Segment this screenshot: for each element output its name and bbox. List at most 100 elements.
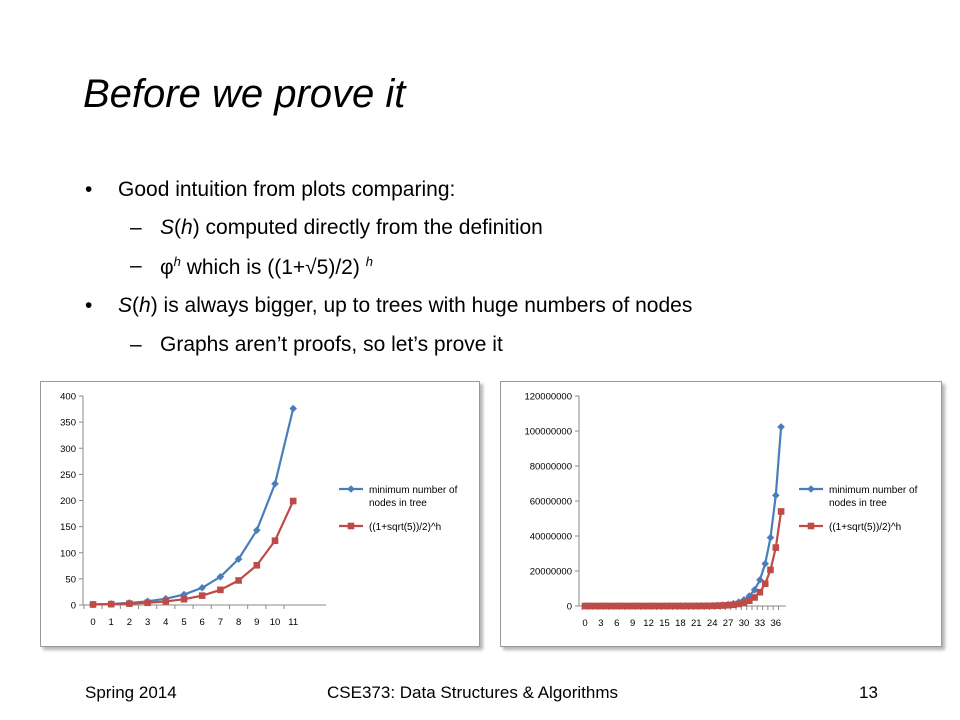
data-point (756, 576, 764, 584)
data-point (640, 602, 647, 610)
x-tick-label: 21 (691, 618, 702, 629)
data-point (198, 583, 206, 592)
series-line (585, 426, 783, 608)
x-tick-label: 15 (659, 618, 670, 629)
data-point (618, 602, 626, 610)
legend-label: minimum number of (369, 485, 458, 496)
legend-label: ((1+sqrt(5))/2)^h (369, 522, 441, 533)
data-point (289, 497, 297, 505)
x-tick-label: 7 (218, 617, 223, 628)
legend-label: minimum number of (829, 485, 918, 496)
data-point (624, 602, 631, 610)
data-point (89, 601, 97, 608)
data-point (587, 602, 594, 610)
x-tick-label: 30 (739, 618, 750, 629)
data-point (650, 602, 658, 610)
data-point (671, 602, 679, 610)
data-point (777, 508, 785, 515)
bullet-marker: • (85, 294, 93, 317)
y-tick-label: 100000000 (524, 427, 572, 438)
data-point (608, 602, 615, 610)
legend-marker (347, 485, 355, 493)
sub-bullet-text: S(h) computed directly from the definiti… (160, 216, 543, 239)
y-tick-label: 0 (567, 602, 572, 613)
data-point (107, 600, 115, 608)
data-point (234, 555, 243, 563)
bullet-text: Good intuition from plots comparing: (118, 178, 456, 201)
y-tick-label: 0 (71, 601, 76, 612)
data-point (592, 602, 599, 610)
data-point (271, 479, 279, 488)
bullet-marker: • (85, 178, 93, 201)
data-point (724, 601, 732, 609)
data-point (719, 602, 727, 609)
data-point (217, 586, 224, 594)
data-point (703, 602, 711, 610)
y-tick-label: 50 (65, 574, 76, 585)
x-tick-label: 33 (755, 618, 766, 629)
y-tick-label: 200 (60, 496, 76, 507)
x-tick-label: 36 (771, 618, 782, 629)
x-tick-label: 27 (723, 618, 734, 629)
x-tick-label: 4 (163, 617, 168, 628)
x-tick-label: 2 (127, 617, 132, 628)
y-tick-label: 150 (60, 522, 76, 533)
data-point (271, 537, 279, 545)
chart-1-frame: 0 50 100 150 200 250 300 350 400 0 1 2 3 4 5 6 7 8 9 10 11 mi… (40, 381, 480, 647)
data-point (735, 600, 742, 608)
footer-page-number: 13 (859, 683, 878, 702)
x-tick-label: 6 (614, 618, 619, 629)
series-line (92, 408, 295, 606)
data-point (602, 602, 610, 610)
chart-2: 0 20000000 40000000 60000000 80000000 1000000… (524, 392, 918, 630)
data-point (162, 598, 170, 605)
y-tick-label: 20000000 (530, 567, 572, 578)
y-tick-label: 60000000 (530, 497, 572, 508)
y-tick-label: 100 (60, 548, 76, 559)
x-tick-label: 11 (288, 617, 298, 628)
data-point (682, 602, 689, 610)
x-tick-label: 5 (181, 617, 186, 628)
sub-bullet-marker: – (130, 216, 142, 239)
y-tick-label: 400 (60, 392, 76, 403)
bullet-text: S(h) is always bigger, up to trees with … (118, 294, 693, 317)
data-point (756, 588, 764, 596)
data-point (126, 600, 133, 607)
y-tick-label: 300 (60, 444, 76, 455)
data-point (235, 577, 242, 584)
data-point (597, 602, 605, 610)
data-point (216, 572, 225, 581)
data-point (766, 533, 775, 542)
data-point (698, 602, 705, 610)
x-tick-label: 9 (254, 617, 259, 628)
data-point (144, 599, 151, 607)
legend-marker (347, 522, 355, 530)
legend-label: ((1+sqrt(5))/2)^h (829, 522, 901, 533)
data-point (714, 602, 721, 610)
data-point (772, 544, 780, 551)
footer-center: CSE373: Data Structures & Algorithms (327, 683, 619, 702)
data-point (634, 602, 642, 610)
data-point (253, 561, 261, 569)
data-point (687, 602, 695, 610)
x-tick-label: 0 (90, 617, 95, 628)
data-point (253, 526, 261, 535)
data-point (730, 601, 737, 609)
data-point (198, 592, 206, 599)
data-point (629, 602, 636, 610)
data-point (777, 423, 785, 431)
x-tick-label: 3 (598, 618, 603, 629)
chart-1: 0 50 100 150 200 250 300 350 400 0 1 2 3 4 5 6 7 8 9 10 11 mi… (60, 392, 458, 629)
legend-label: nodes in tree (369, 498, 427, 509)
data-point (645, 602, 652, 610)
footer-left: Spring 2014 (85, 683, 177, 702)
data-point (772, 491, 780, 500)
y-tick-label: 40000000 (530, 532, 572, 543)
data-point (693, 602, 700, 610)
legend-label: nodes in tree (829, 498, 887, 509)
data-point (655, 602, 663, 610)
y-tick-label: 80000000 (530, 462, 572, 473)
data-point (751, 594, 758, 601)
sub-bullet-text: Graphs aren’t proofs, so let’s prove it (160, 333, 503, 356)
data-point (740, 599, 748, 607)
